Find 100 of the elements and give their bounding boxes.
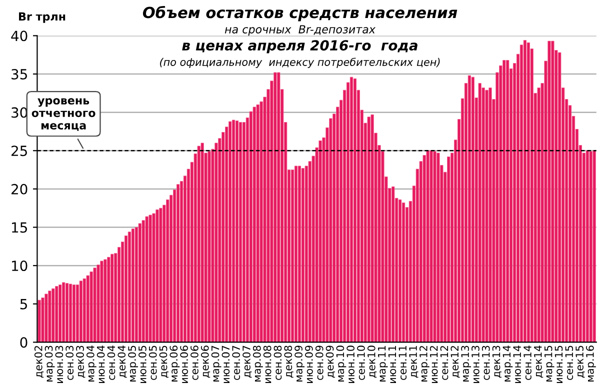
bar [256, 104, 260, 342]
bar [197, 146, 200, 342]
x-tick-label: июн.15 [554, 346, 563, 383]
x-tick-label: сен.06 [190, 346, 198, 380]
bar [468, 75, 471, 342]
x-tick-label: мар.03 [44, 346, 55, 382]
bar [159, 208, 162, 342]
bar [488, 88, 492, 342]
chart-title: Объем остатков средств населения [142, 6, 458, 22]
y-tick-label: 10 [12, 260, 28, 272]
x-tick-label: дек11 [409, 346, 418, 378]
x-tick-label: июн.11 [388, 346, 396, 383]
bar [38, 300, 41, 342]
x-tick-label: дек06 [200, 346, 210, 378]
bar [370, 114, 374, 342]
bar [96, 264, 100, 342]
bar [589, 151, 592, 342]
x-tick-label: сен.05 [148, 346, 157, 380]
bar [301, 168, 304, 342]
y-tick-label: 0 [20, 337, 28, 348]
x-tick-label: дек12 [450, 346, 460, 378]
x-tick-label: дек09 [326, 346, 335, 378]
x-tick-label: мар.12 [419, 346, 430, 382]
bar [62, 282, 66, 342]
bar [298, 166, 302, 342]
bar [90, 272, 93, 342]
y-axis-title: Br трлн [19, 12, 66, 23]
bar [55, 286, 58, 342]
ref-line-label: уровень отчетного месяца [32, 98, 96, 131]
bar [350, 76, 354, 342]
bar [156, 209, 159, 342]
bar [145, 216, 148, 342]
bar [166, 199, 170, 342]
x-tick-label: июн.13 [472, 346, 480, 383]
x-tick-label: дек07 [242, 346, 252, 378]
bar [558, 52, 562, 342]
bar [426, 150, 430, 342]
bar [138, 223, 142, 342]
bar [238, 122, 242, 342]
bar [252, 106, 256, 342]
bar [548, 40, 551, 342]
bar [447, 156, 450, 342]
bar [232, 120, 236, 342]
bar [471, 76, 474, 342]
bar [52, 288, 55, 342]
bar [58, 284, 62, 342]
bar [124, 235, 128, 342]
bar [200, 142, 204, 342]
y-tick-label: 40 [11, 30, 28, 42]
bar [68, 284, 72, 342]
bar [398, 199, 402, 342]
bar [586, 150, 589, 342]
bar [65, 283, 69, 342]
y-tick-label: 15 [12, 222, 27, 233]
bar [110, 254, 114, 342]
x-tick-label: дек15 [576, 346, 585, 378]
bar [86, 275, 90, 342]
bar [100, 260, 104, 342]
bar [433, 151, 436, 342]
bar [93, 268, 96, 342]
x-tick-label: мар.04 [86, 346, 96, 382]
bar [277, 72, 280, 342]
bar [142, 220, 145, 342]
x-tick-label: сен.11 [398, 346, 407, 380]
x-tick-label: мар.10 [336, 346, 346, 382]
x-tick-label: июн.09 [305, 346, 313, 383]
bar [134, 227, 138, 342]
x-tick-label: мар.15 [544, 346, 554, 382]
bar [592, 150, 596, 342]
bar [506, 60, 510, 342]
x-tick-label: сен.13 [482, 346, 490, 380]
x-tick-label: дек14 [534, 346, 544, 378]
x-tick-label: июн.12 [430, 346, 438, 383]
bar [502, 60, 506, 342]
x-tick-label: сен.15 [565, 346, 574, 380]
bar [79, 280, 82, 342]
x-tick-label: сен.09 [315, 346, 324, 380]
x-tick-label: мар.09 [294, 346, 304, 382]
bar [72, 284, 76, 342]
bar [107, 256, 110, 342]
y-tick-label: 25 [12, 146, 27, 156]
x-tick-label: дек02 [34, 346, 44, 378]
x-tick-label: дек13 [492, 346, 502, 378]
bar [353, 78, 357, 342]
bar [235, 120, 239, 342]
x-tick-label: дек03 [76, 346, 86, 378]
bar [290, 170, 294, 342]
x-tick-label: июн.08 [263, 346, 272, 383]
bar [48, 290, 52, 342]
x-tick-label: мар.06 [170, 346, 180, 382]
bar [367, 116, 370, 342]
bar [82, 278, 86, 342]
x-tick-label: сен.08 [274, 346, 282, 380]
x-tick-label: сен.14 [524, 346, 532, 380]
bar [152, 213, 156, 342]
bar [274, 72, 277, 342]
x-tick-label: дек05 [159, 346, 168, 378]
bar [318, 140, 322, 342]
bar [436, 152, 440, 342]
bar [551, 40, 554, 342]
